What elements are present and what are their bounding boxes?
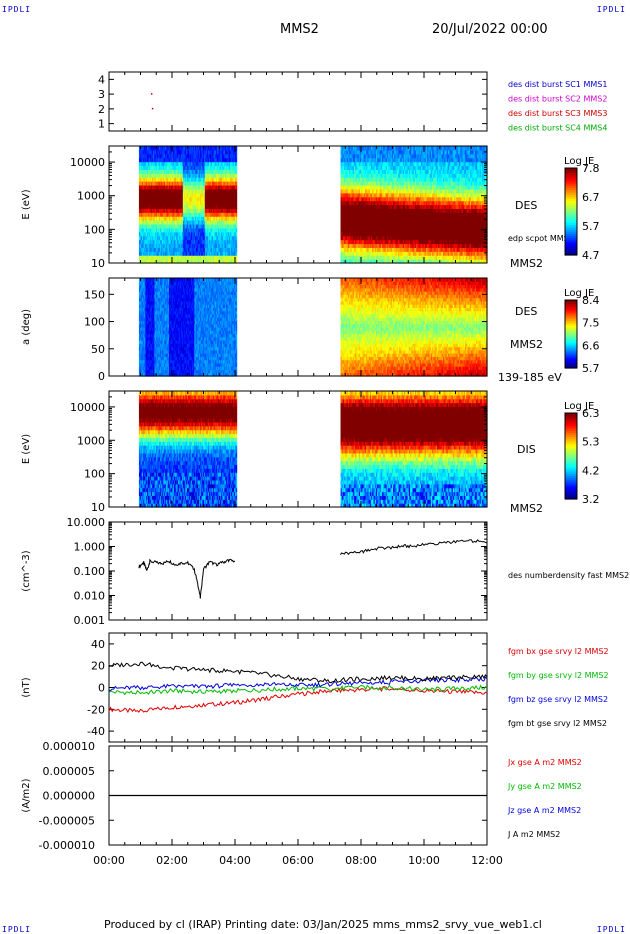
- des-energy-spectrogram-cell: [236, 162, 237, 167]
- des-energy-spectrogram-cell: [236, 247, 237, 252]
- burst-legend-2: des dist burst SC2 MMS2: [508, 95, 607, 104]
- des-energy-spectrogram-cell: [236, 228, 237, 233]
- des-energy-spectrogram-cell: [236, 240, 237, 245]
- des-energy-spectrogram-cell: [236, 154, 237, 159]
- des-energy-spectrogram-cell: [236, 177, 237, 182]
- des-energy-spectrogram-cell: [236, 158, 237, 163]
- burst-flag-point: [152, 108, 154, 110]
- des-energy-spectrogram-cell: [236, 189, 237, 194]
- des-energy-spectrogram-cell: [236, 220, 237, 225]
- des-energy-spectrogram-cell: [236, 244, 237, 249]
- burst-panel-frame: [109, 72, 487, 131]
- des-energy-spectrogram-cell: [236, 166, 237, 171]
- des-energy-spectrogram-cell: [236, 255, 237, 260]
- des-energy-spectrogram-cells: [139, 146, 488, 264]
- y-tick-label: 1: [98, 118, 105, 131]
- des-energy-spectrogram-cell: [236, 208, 237, 213]
- des-energy-spectrogram-cell: [236, 193, 237, 198]
- des-energy-spectrogram-cell: [236, 236, 237, 241]
- burst-legend-1: des dist burst SC1 MMS1: [508, 80, 607, 89]
- des-energy-spectrogram-cell: [236, 169, 237, 174]
- des-energy-spectrogram-cell: [236, 212, 237, 217]
- des-energy-spectrogram-cell: [236, 201, 237, 206]
- burst-flag-point: [151, 93, 153, 95]
- y-tick-label: 3: [98, 88, 105, 101]
- des-energy-spectrogram-cell: [236, 197, 237, 202]
- des-energy-spectrogram-cell: [236, 216, 237, 221]
- des-energy-spectrogram-cell: [236, 205, 237, 210]
- des-energy-spectrogram-cell: [236, 232, 237, 237]
- des-energy-spectrogram-cell: [236, 173, 237, 178]
- des-energy-spectrogram-cell: [236, 185, 237, 190]
- y-tick-label: 2: [98, 103, 105, 116]
- des-energy-spectrogram-cell: [236, 181, 237, 186]
- des-energy-spectrogram-cell: [236, 251, 237, 256]
- des-energy-spectrogram-cell: [236, 224, 237, 229]
- burst-legend-4: des dist burst SC4 MMS4: [508, 124, 607, 133]
- burst-legend-3: des dist burst SC3 MMS3: [508, 109, 607, 118]
- des-energy-spectrogram-cell: [236, 146, 237, 151]
- des-energy-spectrogram-cell: [236, 150, 237, 155]
- y-tick-label: 4: [98, 73, 105, 86]
